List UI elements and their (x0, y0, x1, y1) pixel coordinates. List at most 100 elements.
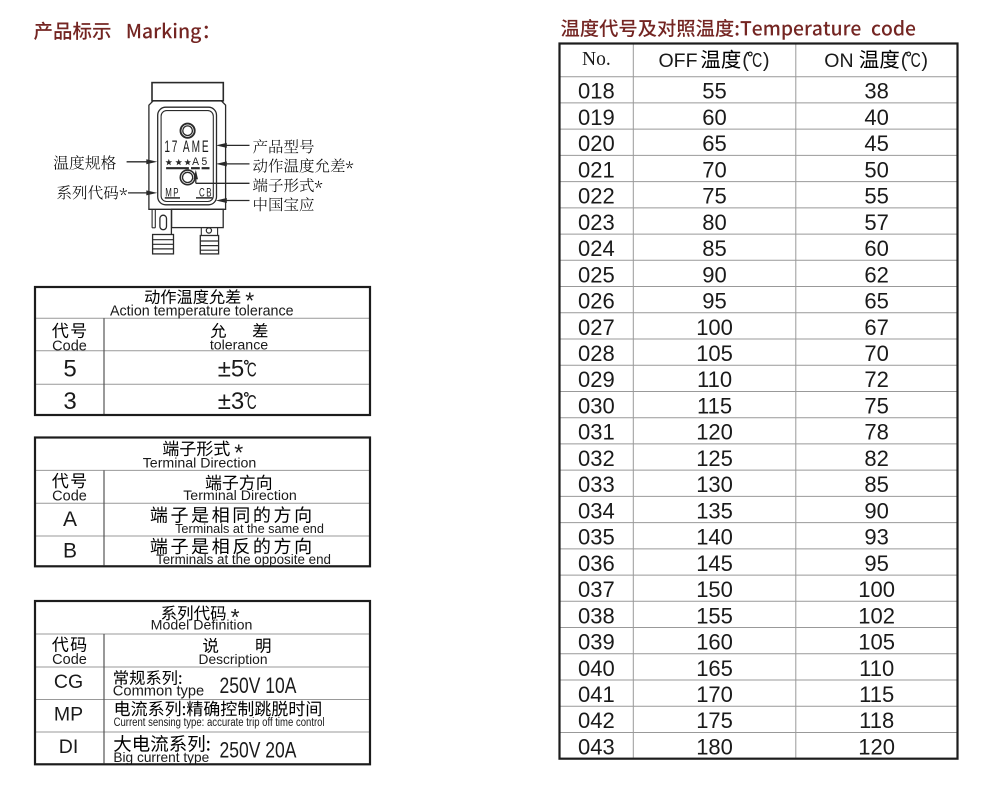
svg-text:MP: MP (54, 704, 83, 726)
svg-text:70: 70 (864, 341, 888, 366)
svg-text:031: 031 (578, 420, 615, 445)
svg-text:036: 036 (578, 551, 615, 576)
svg-text:033: 033 (578, 472, 615, 497)
svg-text:A: A (183, 138, 190, 156)
svg-text:021: 021 (578, 157, 615, 182)
svg-text:Model Definition: Model Definition (151, 618, 253, 634)
svg-text:155: 155 (696, 603, 733, 628)
svg-text:40: 40 (864, 105, 888, 130)
svg-text:042: 042 (578, 708, 615, 733)
svg-text:60: 60 (864, 236, 888, 261)
svg-text:028: 028 (578, 341, 615, 366)
svg-text:026: 026 (578, 289, 615, 314)
svg-text:57: 57 (864, 210, 888, 235)
svg-text:018: 018 (578, 79, 615, 104)
svg-text:175: 175 (696, 708, 733, 733)
svg-text:67: 67 (864, 315, 888, 340)
svg-text:Description: Description (198, 652, 267, 667)
svg-text:B: B (206, 187, 211, 200)
svg-text:50: 50 (864, 157, 888, 182)
svg-text:105: 105 (858, 630, 895, 655)
svg-text:*: * (231, 604, 240, 630)
svg-text:Action temperature tolerance: Action temperature tolerance (110, 303, 294, 319)
svg-text:Code: Code (52, 652, 87, 668)
svg-text:023: 023 (578, 210, 615, 235)
svg-text:110: 110 (859, 656, 894, 681)
svg-text:No.: No. (582, 49, 611, 70)
svg-text:Terminal Direction: Terminal Direction (143, 455, 257, 471)
svg-text:C: C (199, 187, 205, 200)
svg-text:1: 1 (164, 138, 170, 156)
svg-text:120: 120 (858, 734, 895, 759)
svg-text:150: 150 (696, 577, 733, 602)
svg-text:Terminals at the same end: Terminals at the same end (175, 522, 324, 536)
svg-text:135: 135 (696, 498, 733, 523)
svg-text:85: 85 (702, 236, 726, 261)
svg-text:024: 024 (578, 236, 615, 261)
svg-text:145: 145 (696, 551, 733, 576)
svg-text:55: 55 (864, 184, 888, 209)
svg-text:95: 95 (864, 551, 888, 576)
svg-text:±5: ±5 (218, 356, 245, 383)
svg-text:Terminals at the opposite end: Terminals at the opposite end (156, 552, 331, 567)
svg-text:E: E (202, 138, 209, 156)
svg-text:93: 93 (864, 525, 888, 550)
svg-text:125: 125 (696, 446, 733, 471)
svg-text:A: A (192, 156, 199, 168)
svg-text:5: 5 (202, 156, 208, 168)
svg-text:034: 034 (578, 498, 615, 523)
svg-text:Code: Code (52, 488, 87, 504)
svg-text:140: 140 (696, 525, 733, 550)
svg-text:Current sensing type: accurate: Current sensing type: accurate trip off … (114, 717, 325, 729)
svg-text:62: 62 (864, 262, 888, 287)
svg-text:100: 100 (696, 315, 733, 340)
svg-text:75: 75 (864, 393, 888, 418)
svg-text:82: 82 (864, 446, 888, 471)
svg-text:Terminal Direction: Terminal Direction (183, 488, 297, 504)
svg-text:B: B (63, 540, 77, 563)
svg-text:90: 90 (864, 498, 888, 523)
svg-text:Big current type: Big current type (113, 750, 209, 765)
svg-text:70: 70 (702, 157, 726, 182)
svg-text:65: 65 (864, 289, 888, 314)
svg-text:100: 100 (858, 577, 895, 602)
svg-text:C: C (752, 48, 762, 71)
svg-text:041: 041 (578, 682, 615, 707)
svg-text:C: C (247, 358, 257, 382)
svg-text:250V 20A: 250V 20A (220, 737, 297, 762)
svg-text:130: 130 (696, 472, 733, 497)
svg-text:110: 110 (697, 367, 732, 392)
svg-text:): ) (921, 50, 928, 72)
svg-text:(: ( (742, 50, 749, 72)
svg-text:A: A (63, 508, 77, 531)
svg-text:035: 035 (578, 525, 615, 550)
svg-text:90: 90 (702, 262, 726, 287)
svg-text:7: 7 (172, 138, 178, 156)
svg-text:95: 95 (702, 289, 726, 314)
svg-text:C: C (247, 390, 257, 414)
svg-text:60: 60 (702, 105, 726, 130)
svg-text:039: 039 (578, 630, 615, 655)
svg-text:75: 75 (702, 184, 726, 209)
svg-text:029: 029 (578, 367, 615, 392)
svg-text:M: M (192, 138, 200, 156)
svg-text:040: 040 (578, 656, 615, 681)
svg-text:120: 120 (696, 420, 733, 445)
svg-text:025: 025 (578, 262, 615, 287)
svg-text:037: 037 (578, 577, 615, 602)
svg-text:P: P (173, 187, 178, 200)
svg-text:45: 45 (864, 131, 888, 156)
svg-text:*: * (245, 288, 254, 314)
svg-text:030: 030 (578, 393, 615, 418)
svg-text:027: 027 (578, 315, 615, 340)
svg-text:±3: ±3 (218, 388, 245, 415)
svg-text:DI: DI (59, 736, 79, 758)
svg-text:80: 80 (702, 210, 726, 235)
svg-text:55: 55 (702, 79, 726, 104)
svg-text:022: 022 (578, 184, 615, 209)
svg-text:Code: Code (52, 338, 87, 354)
svg-text:*: * (234, 440, 243, 466)
svg-text:160: 160 (696, 630, 733, 655)
svg-text:5: 5 (63, 356, 76, 383)
svg-text:CG: CG (54, 671, 83, 693)
